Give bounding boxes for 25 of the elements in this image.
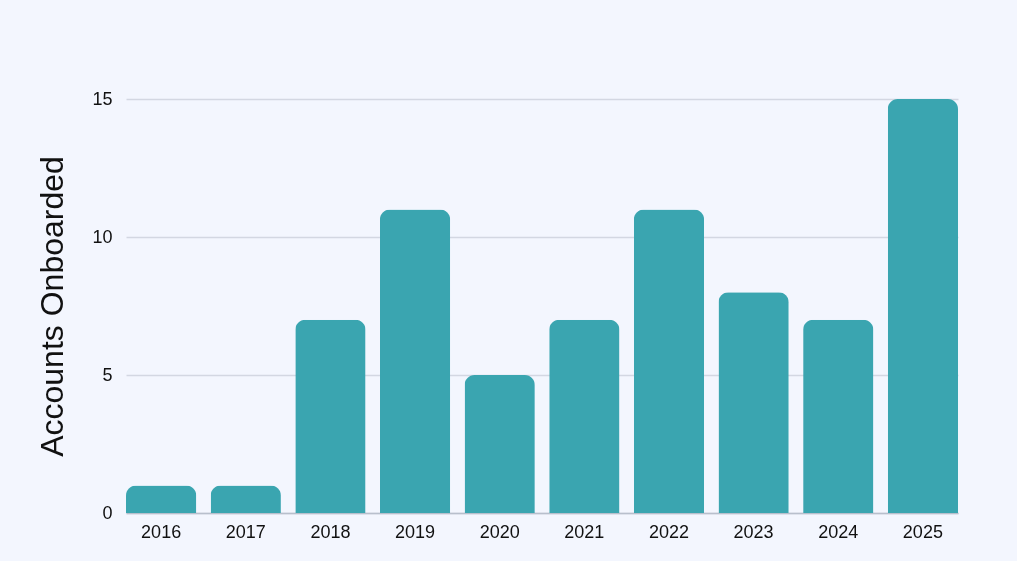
bar [803,319,874,513]
bar [887,99,958,513]
x-tick-label: 2025 [902,521,943,542]
bar [126,485,197,513]
y-tick-label: 5 [102,364,113,385]
bar [379,209,451,513]
y-tick-label: 15 [92,88,113,109]
x-tick-label: 2020 [479,521,520,542]
bar [549,319,620,513]
x-tick-label: 2024 [818,521,859,542]
bar [718,292,789,513]
bar [464,375,535,513]
x-tick-label: 2019 [395,521,436,542]
bar [295,319,366,513]
x-tick-label: 2021 [564,521,605,542]
y-tick-label: 0 [102,502,113,523]
y-tick-label: 10 [92,226,113,247]
bar [633,209,705,513]
x-tick-label: 2017 [225,521,266,542]
y-axis-title: Accounts Onboarded [34,156,71,457]
bar [210,485,281,513]
x-tick-label: 2016 [141,521,182,542]
x-tick-label: 2022 [648,521,689,542]
x-tick-label: 2018 [310,521,351,542]
x-tick-label: 2023 [733,521,774,542]
